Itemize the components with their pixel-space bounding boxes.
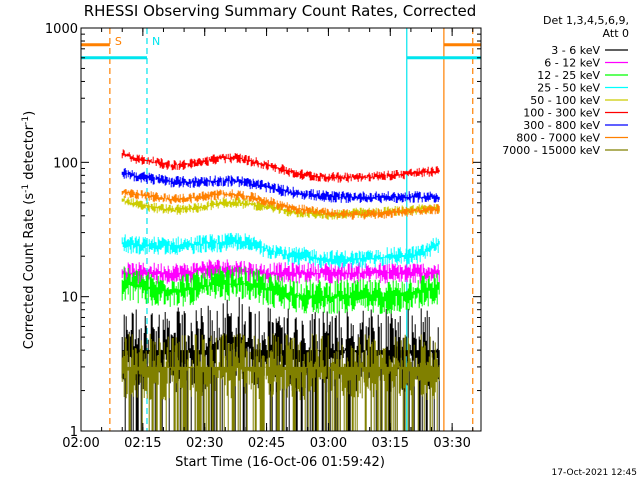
y-tick-label: 1000 [45,22,78,37]
series-trace [121,266,440,315]
legend-label: 12 - 25 keV [537,69,600,82]
flag-bars [81,43,481,60]
x-tick-label: 02:15 [124,436,161,451]
chart-title: RHESSI Observing Summary Count Rates, Co… [84,2,477,20]
time-marker-label: N [152,35,160,48]
x-tick-label: 02:00 [62,436,99,451]
y-axis-label-main: Corrected Count Rate (s [22,193,37,350]
series-trace [121,189,440,220]
y-axis-label-sup1: -1 [21,184,31,193]
x-axis: 02:00 02:15 02:30 02:45 03:00 03:15 03:30 [62,28,474,451]
legend-label: 800 - 7000 keV [516,132,600,145]
legend-label: 100 - 300 keV [523,107,600,120]
series-trace [121,149,440,183]
x-tick-label: 03:00 [310,436,347,451]
y-axis: 1 10 100 1000 [45,22,481,440]
series-trace [121,333,440,431]
series-trace [121,232,440,269]
legend-label: 25 - 50 keV [537,82,600,95]
y-axis-label-end: ) [22,111,37,116]
legend-label: 300 - 800 keV [523,119,600,132]
y-tick-label: 100 [53,156,78,171]
data-series [121,149,440,431]
legend-label: 7000 - 15000 keV [502,144,600,157]
legend-header-line2: Att 0 [603,27,629,40]
y-tick-label: 10 [61,291,78,306]
y-axis-label-sup2: -1 [21,116,31,125]
y-axis-label: Corrected Count Rate (s-1 detector-1) [21,111,37,349]
legend-header-line1: Det 1,3,4,5,6,9, [543,14,629,27]
legend-label: 3 - 6 keV [551,44,600,57]
y-tick-label: 1 [70,425,78,440]
plot-frame [80,27,482,432]
x-tick-label: 03:15 [372,436,409,451]
series-trace [121,168,440,204]
y-axis-label-mid: detector [22,124,37,184]
x-tick-label: 02:30 [186,436,223,451]
legend-label: 50 - 100 keV [530,94,600,107]
x-tick-label: 03:30 [433,436,470,451]
x-tick-label: 02:45 [248,436,285,451]
date-stamp: 17-Oct-2021 12:45 [552,468,637,478]
time-marker-label: S [115,35,122,48]
x-axis-label: Start Time (16-Oct-06 01:59:42) [175,455,385,470]
legend-label: 6 - 12 keV [544,57,600,70]
